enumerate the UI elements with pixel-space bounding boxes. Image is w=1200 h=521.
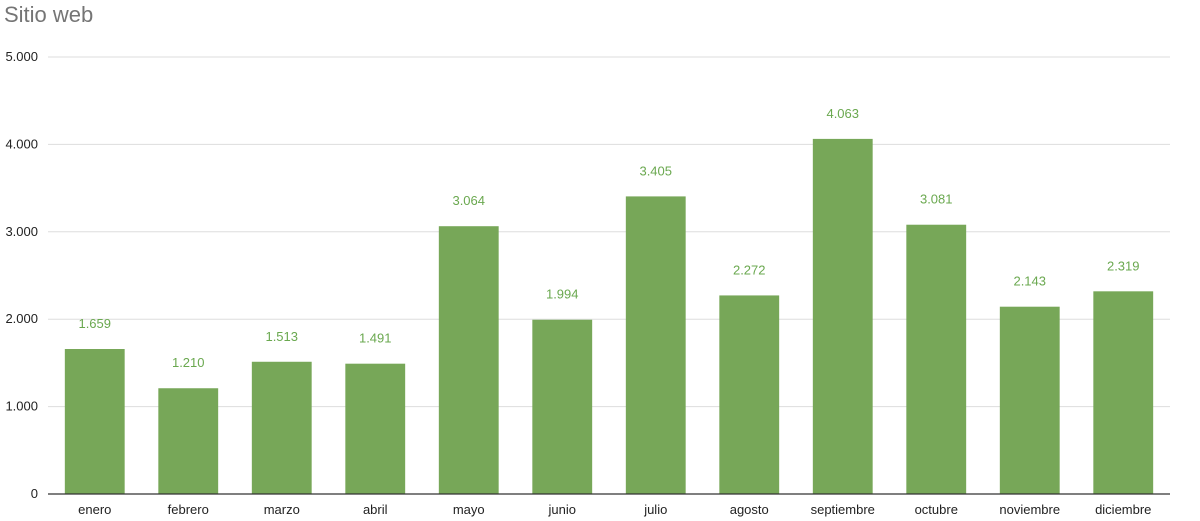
y-tick-label: 3.000 [5,224,38,239]
x-tick-label: marzo [264,502,300,517]
y-tick-label: 4.000 [5,136,38,151]
x-tick-label: abril [363,502,388,517]
x-tick-label: junio [548,502,576,517]
x-tick-label: febrero [168,502,209,517]
data-label: 1.491 [359,331,392,346]
x-axis-categories: enero febrero marzo abril mayo junio julio agos… [78,502,1151,517]
grid-lines [48,56,1170,408]
chart-title: Sitio web [4,2,94,27]
data-label: 2.319 [1107,258,1140,273]
data-label: 3.405 [639,163,672,178]
x-tick-label: diciembre [1095,502,1151,517]
bar [625,196,686,494]
bar [251,361,312,494]
x-tick-label: octubre [915,502,958,517]
x-tick-label: mayo [453,502,485,517]
data-label: 1.659 [78,316,111,331]
data-label: 4.063 [826,106,859,121]
data-labels: 1.659 1.210 1.513 1.491 3.064 1.994 3.405 2.272… [78,106,1139,370]
bar [345,363,406,494]
y-tick-label: 0 [31,486,38,501]
data-label: 2.272 [733,262,766,277]
x-tick-label: septiembre [811,502,875,517]
data-label: 1.513 [265,329,298,344]
x-tick-label: agosto [730,502,769,517]
x-tick-label: julio [643,502,667,517]
bar [438,226,499,494]
data-label: 1.210 [172,355,205,370]
bar [999,306,1060,494]
bar [532,319,593,494]
bar [1093,291,1154,494]
data-label: 2.143 [1013,274,1046,289]
data-label: 3.081 [920,192,953,207]
bar [64,349,125,494]
bar [158,388,219,494]
data-label: 3.064 [452,193,485,208]
y-tick-label: 1.000 [5,399,38,414]
y-tick-label: 2.000 [5,311,38,326]
bar [812,138,873,494]
x-tick-label: noviembre [999,502,1060,517]
bar [906,224,967,495]
x-tick-label: enero [78,502,111,517]
bars [64,138,1154,495]
bar [719,295,780,494]
y-tick-label: 5.000 [5,49,38,64]
data-label: 1.994 [546,287,579,302]
y-axis-ticks: 0 1.000 2.000 3.000 4.000 5.000 [5,49,38,501]
